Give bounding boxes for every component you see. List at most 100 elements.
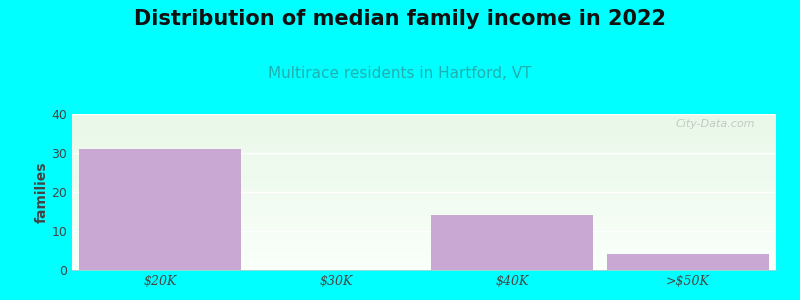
Bar (72, 237, 776, 238)
Bar (72, 140, 776, 141)
Bar (72, 126, 776, 127)
Bar (72, 159, 776, 160)
Bar (72, 230, 776, 231)
Bar (72, 166, 776, 167)
Bar (72, 235, 776, 236)
Bar (72, 183, 776, 184)
Bar (72, 173, 776, 174)
Bar (72, 245, 776, 246)
Bar (72, 160, 776, 161)
Bar (72, 115, 776, 116)
Bar (72, 239, 776, 240)
Bar (72, 167, 776, 168)
Bar (72, 233, 776, 234)
Bar (72, 138, 776, 139)
Bar (72, 218, 776, 219)
Bar (72, 134, 776, 135)
Bar (72, 150, 776, 151)
Bar (72, 213, 776, 214)
Bar (72, 252, 776, 253)
Bar (72, 199, 776, 200)
Bar (607, 254, 769, 270)
Bar (72, 169, 776, 170)
Bar (72, 248, 776, 249)
Bar (72, 259, 776, 260)
Bar (72, 269, 776, 270)
Bar (72, 256, 776, 257)
Bar (72, 212, 776, 213)
Bar (72, 242, 776, 243)
Bar (72, 215, 776, 216)
Bar (72, 188, 776, 189)
Bar (72, 214, 776, 215)
Bar (72, 228, 776, 229)
Bar (72, 184, 776, 185)
Bar (72, 238, 776, 239)
Bar (72, 181, 776, 182)
Bar (72, 129, 776, 130)
Bar (72, 255, 776, 256)
Bar (72, 195, 776, 196)
Bar (72, 146, 776, 147)
Bar (72, 198, 776, 199)
Bar (72, 268, 776, 269)
Bar (72, 161, 776, 162)
Bar (72, 149, 776, 150)
Bar (72, 206, 776, 207)
Bar (72, 155, 776, 156)
Bar (72, 156, 776, 157)
Bar (72, 170, 776, 171)
Bar (72, 193, 776, 194)
Bar (72, 229, 776, 230)
Bar (72, 227, 776, 228)
Bar (72, 182, 776, 183)
Bar (72, 151, 776, 152)
Bar (72, 169, 776, 170)
Bar (72, 139, 776, 140)
Bar (72, 263, 776, 264)
Bar (72, 219, 776, 220)
Bar (72, 254, 776, 255)
Bar (72, 194, 776, 195)
Bar (72, 231, 776, 232)
Bar (72, 216, 776, 217)
Bar (72, 192, 776, 193)
Bar (72, 258, 776, 259)
Bar (72, 224, 776, 225)
Bar (72, 223, 776, 224)
Bar (72, 172, 776, 173)
Bar (72, 226, 776, 227)
Bar (72, 145, 776, 146)
Bar (72, 266, 776, 267)
Bar (72, 123, 776, 124)
Bar (72, 153, 776, 154)
Bar (72, 119, 776, 120)
Bar (72, 125, 776, 126)
Bar (72, 163, 776, 164)
Bar (72, 250, 776, 251)
Bar (72, 177, 776, 178)
Bar (72, 154, 776, 155)
Bar (72, 179, 776, 180)
Bar (72, 208, 776, 209)
Bar (72, 147, 776, 148)
Bar (72, 186, 776, 187)
Bar (72, 142, 776, 143)
Bar (72, 241, 776, 242)
Bar (72, 234, 776, 235)
Bar (72, 265, 776, 266)
Bar (72, 225, 776, 226)
Bar (72, 141, 776, 142)
Bar (72, 203, 776, 204)
Bar (72, 171, 776, 172)
Bar (72, 249, 776, 250)
Bar (72, 262, 776, 263)
Bar (79, 149, 241, 270)
Bar (72, 180, 776, 181)
Bar (72, 191, 776, 192)
Bar (72, 114, 776, 115)
Bar (72, 243, 776, 244)
Bar (72, 201, 776, 202)
Y-axis label: families: families (34, 161, 49, 223)
Bar (72, 261, 776, 262)
